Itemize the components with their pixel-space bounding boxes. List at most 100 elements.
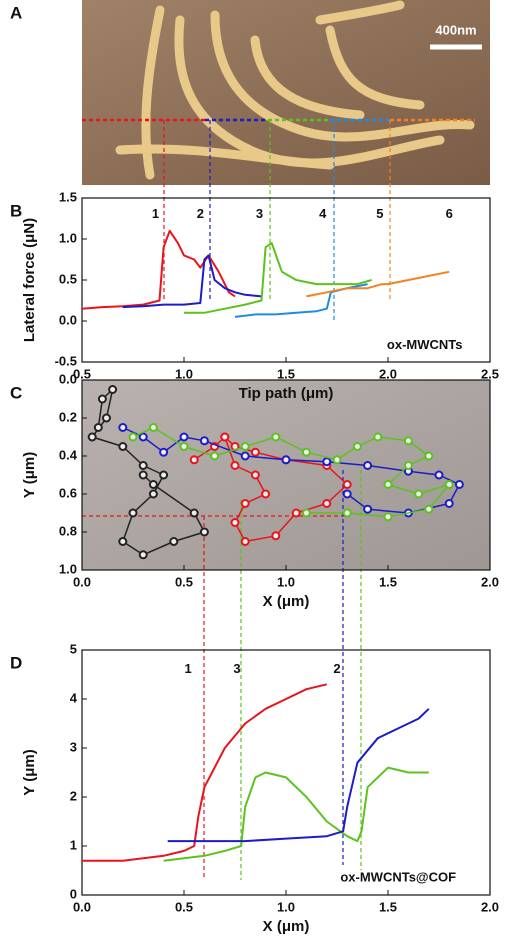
point [444,480,454,489]
point [322,499,332,508]
point [373,432,383,442]
y-tick-label: 3 [70,739,77,754]
panel-label: B [10,201,22,220]
y-tick-label: 1.5 [59,189,77,204]
annotation: 4 [319,206,327,221]
y-axis-title: Y (μm) [21,749,38,795]
track [193,436,348,543]
point [424,451,434,461]
point [138,432,148,442]
point [414,489,424,499]
line [184,242,372,314]
annotation: ox-MWCNTs [387,337,463,352]
panel-label: C [10,383,22,402]
point [383,480,393,489]
point [444,499,454,508]
x-tick-label: 0.5 [175,574,193,589]
point [230,518,240,527]
point [240,451,250,461]
y-tick-label: -0.5 [55,353,77,368]
y-tick-label: 2 [70,788,77,803]
point [403,461,413,470]
point [271,432,281,442]
line [163,766,429,862]
point [87,432,97,442]
x-axis-title: X (μm) [263,593,310,610]
x-tick-label: 1.5 [379,574,397,589]
annotation: 3 [233,661,240,676]
x-tick-label: 0.5 [73,366,91,381]
scale-label: 400nm [435,22,476,37]
point [261,489,271,499]
y-axis-title: Y (μm) [21,452,38,498]
point [291,508,301,518]
point [128,432,138,442]
point [352,442,362,451]
point [454,480,464,489]
panel-label: D [10,653,22,672]
point [271,531,281,541]
y-tick-label: 0.6 [59,485,77,500]
point [93,423,103,432]
annotation: 1 [184,661,191,676]
x-tick-label: 1.0 [175,366,193,381]
point [199,527,209,537]
point [342,508,352,518]
y-tick-label: 0.2 [59,409,77,424]
point [322,457,332,467]
x-tick-label: 0.5 [175,899,193,914]
point [138,461,148,470]
x-axis-title: X (μm) [263,918,310,935]
point [301,508,311,518]
x-tick-label: 0.0 [73,899,91,914]
x-tick-label: 1.5 [379,899,397,914]
point [108,385,118,394]
point [383,512,393,522]
point [342,480,352,489]
annotation: 5 [376,206,383,221]
point [148,489,158,499]
x-tick-label: 1.0 [277,899,295,914]
x-tick-label: 2.0 [379,366,397,381]
point [332,455,342,465]
y-tick-label: 5 [70,641,77,656]
point [240,537,250,546]
point [97,394,107,404]
y-tick-label: 0.0 [59,312,77,327]
point [250,447,260,457]
annotation: ox-MWCNTs@COF [340,869,456,884]
point [250,470,260,480]
line [122,254,262,309]
point [199,436,209,446]
point [138,470,148,480]
point [189,455,199,465]
x-axis-title: Tip path (μm) [239,385,334,402]
y-tick-label: 0.4 [59,447,78,462]
y-tick-label: 0 [70,886,77,901]
x-tick-label: 2.5 [481,366,499,381]
y-tick-label: 4 [70,690,78,705]
point [148,423,158,432]
point [424,504,434,514]
nanotubes [115,0,475,180]
point [128,508,138,518]
annotation: 3 [256,206,263,221]
line [306,270,450,298]
point [281,455,291,465]
point [342,489,352,499]
annotation: 2 [197,206,204,221]
point [220,432,230,442]
point [240,442,250,451]
panel-label: A [10,3,22,22]
point [301,447,311,457]
point [138,550,148,560]
y-tick-label: 0.0 [59,371,77,386]
point [169,537,179,546]
connector-lines [82,120,391,880]
annotation: 1 [152,206,159,221]
point [434,470,444,480]
point [179,442,189,451]
x-tick-label: 1.5 [277,366,295,381]
point [240,499,250,508]
